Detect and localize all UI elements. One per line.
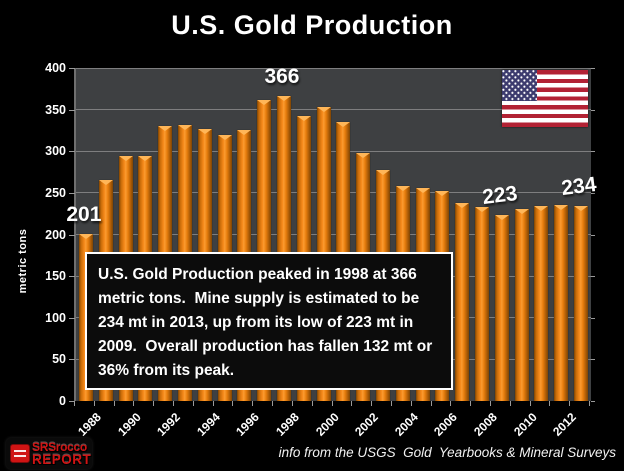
x-tick-12 <box>311 401 313 406</box>
x-tick-26 <box>589 401 590 406</box>
annotation-box: U.S. Gold Production peaked in 1998 at 3… <box>85 252 453 390</box>
x-tick-label-1992: 1992 <box>154 410 184 439</box>
x-tick-6 <box>192 401 194 406</box>
y-tick-100 <box>69 317 75 319</box>
x-tick-16 <box>390 401 392 406</box>
x-tick-15 <box>371 401 373 406</box>
gridline-200 <box>76 234 591 235</box>
x-tick-17 <box>410 401 412 406</box>
x-tick-label-2000: 2000 <box>312 410 342 439</box>
data-label-2009: 223 <box>481 182 519 210</box>
gridline-250 <box>76 192 591 194</box>
x-tick-25 <box>569 401 571 406</box>
us-flag-icon <box>502 70 588 127</box>
data-label-2013: 234 <box>560 173 598 201</box>
x-tick-10 <box>272 401 274 406</box>
data-label-1988: 201 <box>66 202 102 226</box>
y-tick-right-100 <box>591 317 595 319</box>
x-tick-label-1990: 1990 <box>114 410 144 439</box>
y-tick-label-300: 300 <box>45 144 66 159</box>
x-tick-7 <box>212 401 214 406</box>
x-tick-8 <box>232 401 234 406</box>
x-tick-11 <box>291 401 293 406</box>
bar-2007 <box>455 202 470 401</box>
x-tick-label-2010: 2010 <box>510 410 540 439</box>
y-tick-right-200 <box>591 234 595 236</box>
y-tick-150 <box>69 276 75 278</box>
y-tick-right-400 <box>591 68 595 69</box>
x-tick-label-2012: 2012 <box>550 410 580 439</box>
y-tick-350 <box>69 109 75 111</box>
x-tick-label-2008: 2008 <box>471 410 500 439</box>
x-tick-0 <box>74 401 75 406</box>
chart-title: U.S. Gold Production <box>171 10 453 40</box>
x-tick-4 <box>153 401 155 406</box>
logo-line2: REPORT <box>32 451 92 467</box>
y-tick-right-250 <box>591 192 595 194</box>
logo-text: SRSrocco REPORT <box>32 441 91 467</box>
logo-line1: SRSrocco <box>32 439 87 454</box>
y-tick-label-50: 50 <box>52 352 66 367</box>
bar-2012 <box>554 205 569 401</box>
flag-canton-stars <box>502 70 537 101</box>
gridline-400 <box>76 67 591 69</box>
x-tick-5 <box>173 401 175 406</box>
x-tick-label-1996: 1996 <box>233 410 263 439</box>
y-tick-300 <box>69 151 75 153</box>
x-tick-label-1988: 1988 <box>75 410 104 439</box>
x-tick-label-2004: 2004 <box>391 410 421 439</box>
x-tick-9 <box>252 401 254 406</box>
y-tick-right-50 <box>591 359 595 361</box>
x-tick-19 <box>450 401 452 406</box>
x-tick-1 <box>93 401 95 406</box>
data-label-1998: 366 <box>264 65 300 89</box>
y-tick-label-400: 400 <box>45 61 66 75</box>
x-tick-label-2002: 2002 <box>352 410 382 439</box>
annotation-text: U.S. Gold Production peaked in 1998 at 3… <box>98 266 437 379</box>
y-tick-label-350: 350 <box>45 102 66 117</box>
bar-2011 <box>534 206 549 401</box>
bar-2013 <box>574 206 589 401</box>
x-tick-23 <box>529 401 531 406</box>
bar-2008 <box>475 207 490 401</box>
y-tick-label-150: 150 <box>45 269 66 284</box>
y-tick-250 <box>69 192 75 194</box>
y-tick-label-250: 250 <box>45 185 66 200</box>
x-tick-3 <box>133 401 135 406</box>
bar-2009 <box>494 215 509 401</box>
y-tick-50 <box>69 359 75 361</box>
x-tick-label-1998: 1998 <box>273 410 302 439</box>
x-tick-24 <box>549 401 551 406</box>
y-tick-0 <box>69 401 75 402</box>
y-tick-label-200: 200 <box>45 227 66 242</box>
x-tick-21 <box>489 401 491 406</box>
gridline-300 <box>76 150 591 152</box>
x-tick-22 <box>509 401 511 406</box>
y-tick-400 <box>69 68 75 69</box>
srsrocco-logo: SRSrocco REPORT <box>6 438 92 469</box>
x-tick-18 <box>430 401 432 406</box>
y-tick-label-0: 0 <box>59 394 66 408</box>
y-tick-right-300 <box>591 151 595 153</box>
srsrocco-logo-icon <box>10 444 30 463</box>
x-tick-13 <box>331 401 333 406</box>
y-tick-label-100: 100 <box>45 310 66 325</box>
y-tick-200 <box>69 234 75 236</box>
bar-2010 <box>514 208 529 401</box>
y-tick-right-150 <box>591 276 595 278</box>
source-note: info from the USGS Gold Yearbooks & Mine… <box>278 445 616 460</box>
y-tick-right-350 <box>591 109 595 111</box>
x-tick-20 <box>470 401 472 406</box>
x-tick-14 <box>351 401 353 406</box>
x-tick-2 <box>113 401 115 406</box>
gridline-350 <box>76 109 591 111</box>
x-tick-label-2006: 2006 <box>431 410 461 439</box>
y-tick-right-0 <box>591 401 595 402</box>
x-tick-label-1994: 1994 <box>193 410 223 439</box>
